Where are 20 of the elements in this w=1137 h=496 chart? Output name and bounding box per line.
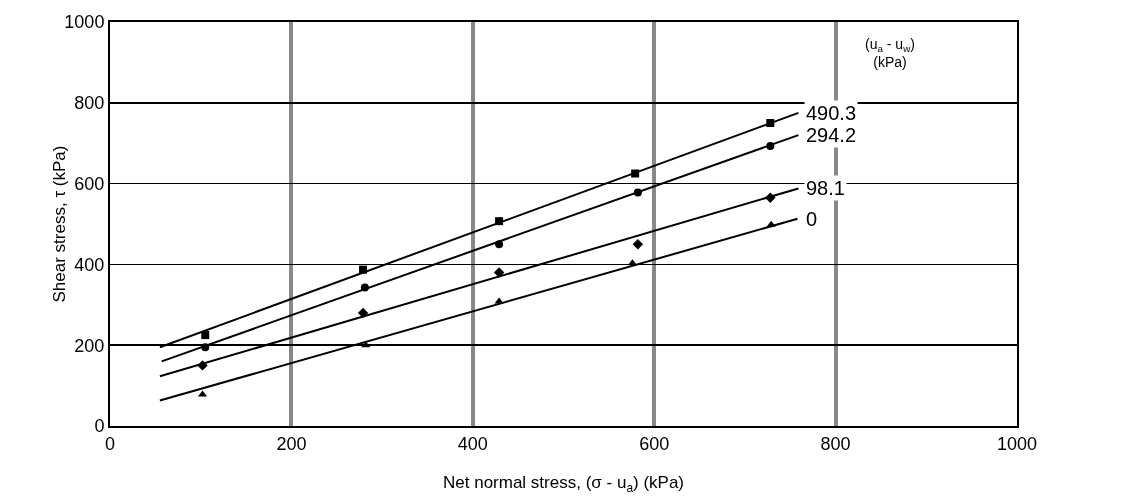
series-label: 98.1 xyxy=(806,177,845,199)
y-tick-label: 1000 xyxy=(64,12,105,33)
point xyxy=(632,239,644,250)
x-tick-label: 200 xyxy=(276,433,307,454)
point xyxy=(357,307,369,319)
y-tick-label: 400 xyxy=(74,254,105,275)
y-tick-label: 800 xyxy=(74,93,105,114)
y-tick-label: 0 xyxy=(94,416,105,437)
y-tick-label: 600 xyxy=(74,173,105,194)
x-tick-label: 1000 xyxy=(996,433,1038,454)
x-tick-label: 400 xyxy=(457,433,488,454)
series-label: 0 xyxy=(806,208,818,230)
x-tick-label: 800 xyxy=(820,433,851,454)
y-axis-title: Shear stress, τ (kPa) xyxy=(50,145,69,303)
y-tick-label: 200 xyxy=(74,335,105,356)
x-axis-title: Net normal stress, (σ - u$_{a}$) (kPa) xyxy=(443,473,684,495)
x-tick-label: 600 xyxy=(639,433,670,454)
legend-title: (u$_{a}$ - u$_{w}$) (kPa) xyxy=(865,36,915,71)
series-label: 294.2 xyxy=(806,124,857,146)
series-label: 490.3 xyxy=(806,102,857,124)
